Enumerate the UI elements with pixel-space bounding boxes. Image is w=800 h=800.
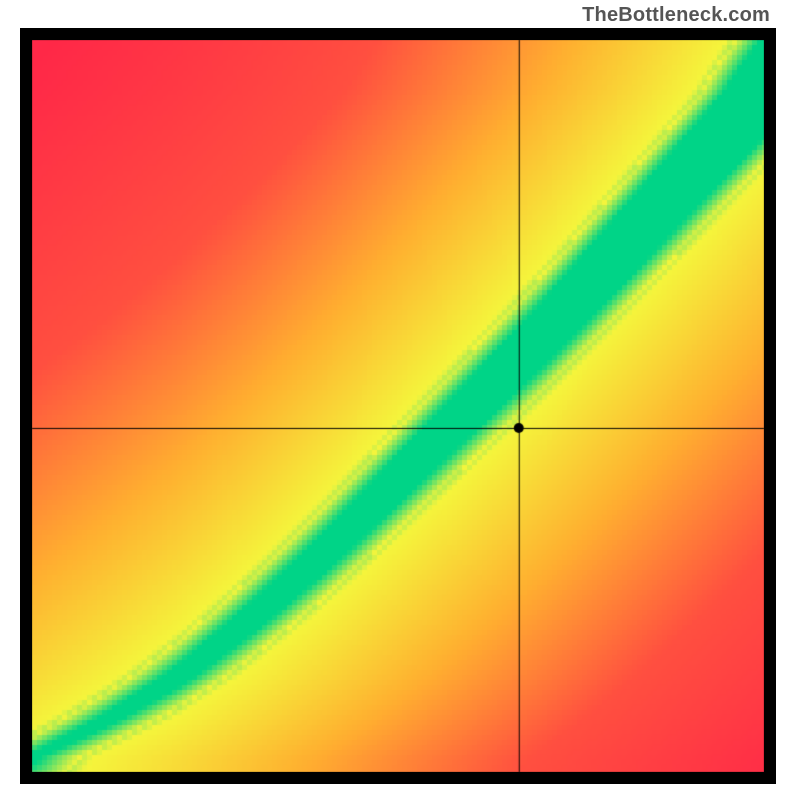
crosshair-overlay	[20, 28, 776, 784]
page-container: TheBottleneck.com	[0, 0, 800, 800]
watermark-text: TheBottleneck.com	[582, 4, 770, 27]
bottleneck-heatmap	[20, 28, 776, 784]
